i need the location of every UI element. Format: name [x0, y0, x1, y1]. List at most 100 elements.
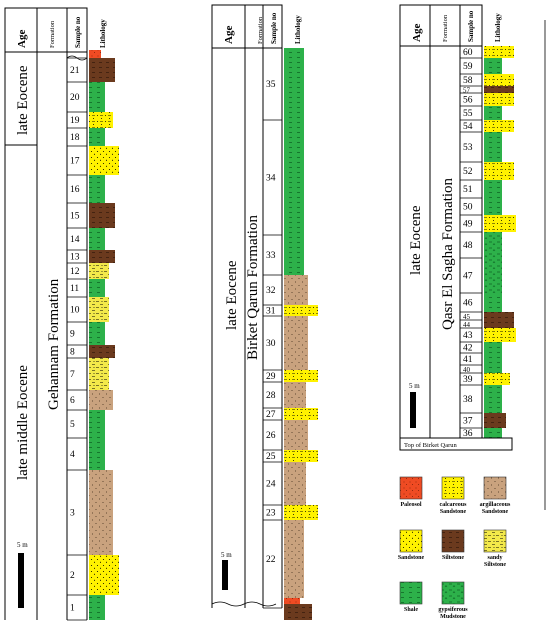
lithology-bed	[89, 82, 105, 112]
header-sample: Sample no	[467, 10, 475, 42]
age-label: late Eocene	[408, 205, 424, 275]
scale-label: 5 m	[221, 551, 232, 559]
base-note-box	[399, 437, 513, 451]
lithology-bed	[89, 358, 109, 390]
lithology-bed	[89, 263, 109, 279]
header-lithology: Lithology	[494, 13, 502, 42]
lithology-bed	[284, 450, 318, 462]
legend-swatch	[483, 529, 507, 553]
sample-number: 39	[463, 375, 473, 385]
lithology-bed	[89, 175, 105, 203]
header-formation: Formation	[442, 14, 449, 42]
age-label: late Eocene	[15, 65, 31, 135]
legend-label: calcareous Sandstone	[440, 502, 468, 515]
sample-number: 33	[266, 251, 276, 261]
sample-number: 24	[266, 480, 276, 490]
lithology-bed	[484, 293, 502, 312]
sample-number: 23	[266, 509, 276, 519]
column-col1: Age Formation Sample no Lithology1234567891…	[4, 7, 119, 621]
lithology-bed	[484, 132, 502, 162]
sample-number: 44	[463, 321, 471, 329]
header-formation: Formation	[257, 16, 264, 44]
sample-number: 7	[70, 370, 75, 380]
lithology-bed	[484, 180, 502, 198]
sample-number: 15	[70, 212, 80, 222]
lithology-bed	[484, 198, 502, 215]
lithology-bed	[284, 420, 308, 450]
legend-swatch	[441, 581, 465, 605]
scale-label: 5 m	[17, 541, 28, 549]
sample-number: 52	[463, 167, 473, 177]
scale-bar	[18, 553, 24, 608]
sample-number: 35	[266, 80, 276, 90]
lithology-bed	[89, 112, 113, 128]
siltstone-bed	[284, 604, 312, 620]
sample-number: 57	[463, 87, 471, 95]
sample-number: 19	[70, 116, 80, 126]
sample-number: 36	[463, 429, 473, 439]
header-lithology: Lithology	[99, 19, 107, 48]
lithology-bed	[89, 58, 115, 82]
header-age: Age	[411, 24, 423, 42]
lithology-bed	[89, 470, 113, 555]
sample-number: 22	[266, 555, 276, 565]
lithology-bed	[484, 428, 502, 438]
lithology-bed	[89, 322, 105, 345]
base-note: Top of Birket Qarun	[404, 442, 458, 449]
sample-number: 25	[266, 452, 276, 462]
scale-bar	[410, 392, 416, 428]
lithology-bed	[284, 505, 318, 520]
sample-number: 30	[266, 339, 276, 349]
legend-label: Paleosol	[401, 502, 422, 508]
lithology-bed	[89, 203, 115, 228]
legend-swatch	[399, 529, 423, 553]
sample-number: 47	[463, 272, 473, 282]
sample-number: 18	[70, 133, 80, 143]
header-lithology: Lithology	[294, 15, 302, 44]
sample-number: 51	[463, 185, 473, 195]
sample-number: 58	[463, 76, 473, 86]
legend-label: Siltstone	[442, 555, 464, 561]
lithology-bed	[484, 365, 502, 373]
scale-label: 5 m	[409, 382, 420, 390]
header-sample: Sample no	[74, 16, 82, 48]
sample-number: 46	[463, 299, 473, 309]
sample-number: 8	[70, 348, 75, 358]
age-label: late Eocene	[224, 260, 240, 330]
sample-number: 31	[266, 307, 276, 317]
sample-number: 3	[70, 509, 75, 519]
lithology-bed	[89, 555, 119, 595]
sample-number: 17	[70, 157, 80, 167]
legend-label: gypsiferous Mudstone	[438, 607, 468, 620]
unconformity-line	[211, 601, 277, 607]
legend-swatch	[399, 581, 423, 605]
lithology-bed	[484, 328, 516, 342]
header-age: Age	[223, 26, 235, 44]
legend-swatch	[441, 529, 465, 553]
column-col2: Age Formation Sample no Lithology 22 23 24 25 26…	[211, 4, 318, 620]
sample-number: 11	[70, 284, 79, 294]
sample-number: 4	[70, 450, 75, 460]
legend-swatch	[483, 476, 507, 500]
sample-number: 21	[70, 66, 80, 76]
lithology-bed	[89, 128, 105, 146]
formation-label: Birket Qarun Formation	[245, 215, 261, 360]
sample-number: 9	[70, 330, 75, 340]
sample-number: 27	[266, 410, 276, 420]
legend-label: Shale	[404, 607, 418, 613]
lithology-bed	[484, 232, 502, 258]
sample-number: 45	[463, 313, 471, 321]
lithology-bed	[89, 146, 119, 175]
lithology-bed	[284, 520, 304, 598]
unconformity-line	[66, 55, 88, 61]
lithology-bed	[484, 162, 514, 180]
sample-number: 12	[70, 267, 80, 277]
scale-bar	[222, 560, 228, 590]
sample-number: 38	[463, 395, 473, 405]
header-sample: Sample no	[270, 12, 278, 44]
lithology-bed	[484, 342, 502, 353]
column-col3: Age Formation Sample no Lithology 36 37 38 3940…	[399, 4, 516, 451]
lithology-bed	[484, 106, 502, 120]
lithology-bed	[484, 86, 514, 93]
sample-number: 2	[70, 571, 75, 581]
